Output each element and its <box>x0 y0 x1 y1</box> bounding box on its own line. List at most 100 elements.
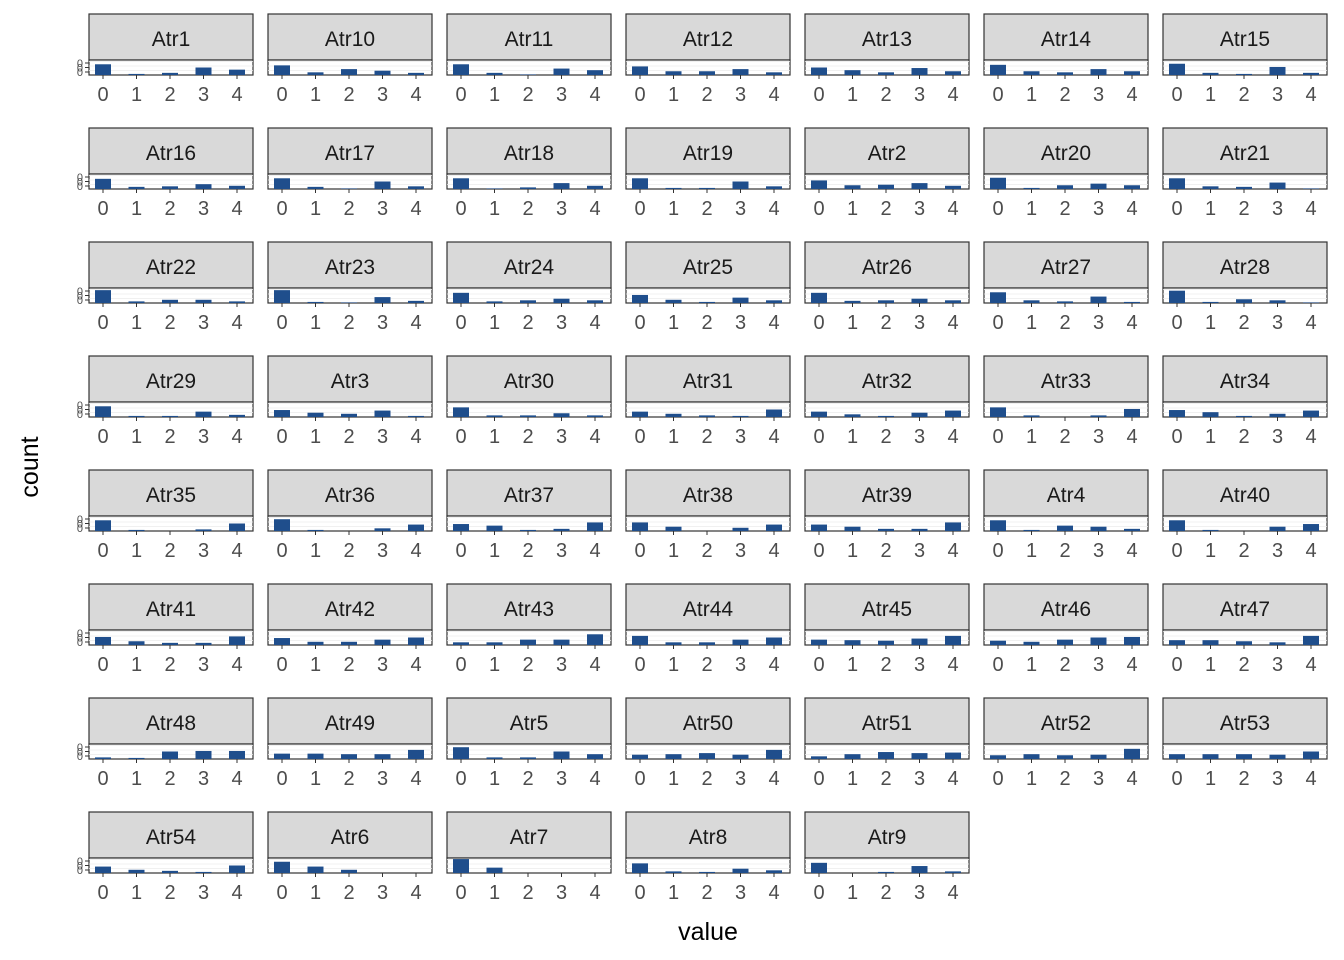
x-tick-label: 0 <box>276 882 287 904</box>
x-tick-label: 3 <box>556 84 567 106</box>
bar <box>990 64 1006 75</box>
facet-panel: Atr27 0 1 2 3 4 <box>983 241 1149 334</box>
x-tick-label: 1 <box>131 426 142 448</box>
x-tick-label: 0 <box>634 882 645 904</box>
x-tick-label: 0 <box>1171 768 1182 790</box>
facet-strip <box>804 127 970 175</box>
bar <box>911 638 928 645</box>
x-tick-label: 0 <box>1171 426 1182 448</box>
plot-area <box>267 287 433 304</box>
facet-panel: Atr4 0 1 2 3 4 <box>983 469 1149 562</box>
bar <box>1124 301 1140 303</box>
bar <box>520 639 536 645</box>
facet-strip-label: Atr48 <box>146 712 196 735</box>
bar <box>587 185 603 189</box>
bar <box>408 749 424 759</box>
facet-panel: Atr26 0 1 2 3 4 <box>804 241 970 334</box>
x-tick-label: 4 <box>947 312 958 334</box>
bar <box>945 871 961 873</box>
bar <box>632 294 648 303</box>
facet-strip-label: Atr25 <box>683 256 733 279</box>
x-tick-label: 4 <box>231 768 242 790</box>
x-tick-label: 0 <box>455 882 466 904</box>
facet-panel: Atr32 0 1 2 3 4 <box>804 355 970 448</box>
x-tick-label: 3 <box>556 768 567 790</box>
bar <box>699 301 715 303</box>
facet-strip-label: Atr18 <box>504 142 554 165</box>
x-tick-label: 4 <box>768 198 779 220</box>
plot-area <box>804 515 970 532</box>
bar <box>128 757 145 759</box>
x-tick-label: 1 <box>489 540 500 562</box>
bar <box>732 754 749 759</box>
facet-panel: Atr7 0 1 2 3 4 <box>446 811 612 904</box>
x-tick-label: 2 <box>343 654 354 676</box>
bar <box>1169 640 1185 645</box>
x-tick-label: 2 <box>1238 654 1249 676</box>
bar <box>911 183 928 189</box>
bar <box>162 415 178 417</box>
bar <box>1090 526 1107 531</box>
x-tick-label: 1 <box>310 84 321 106</box>
bar <box>911 68 928 75</box>
bar <box>1236 299 1252 303</box>
bar <box>766 72 782 75</box>
bar <box>1303 635 1319 645</box>
bar <box>990 520 1006 531</box>
bar <box>162 642 178 645</box>
x-tick-label: 1 <box>847 84 858 106</box>
bar <box>811 67 827 75</box>
x-tick-label: 3 <box>735 84 746 106</box>
x-tick-label: 0 <box>97 84 108 106</box>
x-tick-label: 4 <box>410 312 421 334</box>
x-tick-label: 0 <box>97 540 108 562</box>
facet-strip <box>267 811 433 859</box>
bar <box>1023 71 1040 75</box>
bar <box>1202 301 1219 303</box>
x-tick-label: 1 <box>310 654 321 676</box>
bar <box>453 64 469 75</box>
bar <box>1202 412 1219 417</box>
facet-strip-label: Atr37 <box>504 484 554 507</box>
bar <box>1269 300 1286 303</box>
x-tick-label: 4 <box>947 540 958 562</box>
bar <box>95 178 111 189</box>
facet-panel: Atr37 0 1 2 3 4 <box>446 469 612 562</box>
plot-area <box>983 401 1149 418</box>
x-tick-label: 2 <box>701 198 712 220</box>
bar <box>1269 642 1286 645</box>
facet-strip-label: Atr53 <box>1220 712 1270 735</box>
facet-strip <box>625 241 791 289</box>
x-tick-label: 0 <box>634 426 645 448</box>
facet-strip-label: Atr14 <box>1041 28 1092 51</box>
bar <box>1169 290 1185 303</box>
x-tick-label: 0 <box>455 198 466 220</box>
x-tick-label: 0 <box>276 198 287 220</box>
facet-panel: Atr36 0 1 2 3 4 <box>267 469 433 562</box>
facet-panel: Atr53 0 1 2 3 4 <box>1162 697 1328 790</box>
bar <box>990 407 1006 417</box>
bar <box>699 753 715 759</box>
x-tick-label: 2 <box>701 768 712 790</box>
x-tick-label: 0 <box>992 84 1003 106</box>
bar <box>1057 301 1073 303</box>
x-tick-label: 2 <box>343 84 354 106</box>
x-tick-label: 3 <box>1093 540 1104 562</box>
bar <box>1057 639 1073 645</box>
facet-panel: Atr20 0 1 2 3 4 <box>983 127 1149 220</box>
x-tick-label: 0 <box>1171 540 1182 562</box>
bar <box>95 290 111 303</box>
bar <box>486 415 503 417</box>
facet-strip-label: Atr33 <box>1041 370 1091 393</box>
facet-strip <box>446 355 612 403</box>
x-tick-label: 0 <box>97 768 108 790</box>
facet-panel: Atr28 0 1 2 3 4 <box>1162 241 1328 334</box>
x-tick-label: 1 <box>847 654 858 676</box>
facet-panel: Atr33 0 1 2 3 4 <box>983 355 1149 448</box>
y-tick-label: 0 <box>77 519 83 531</box>
x-tick-label: 0 <box>992 198 1003 220</box>
facet-strip <box>804 241 970 289</box>
facet-strip-label: Atr41 <box>146 598 196 621</box>
x-tick-label: 2 <box>164 84 175 106</box>
x-tick-label: 0 <box>97 312 108 334</box>
